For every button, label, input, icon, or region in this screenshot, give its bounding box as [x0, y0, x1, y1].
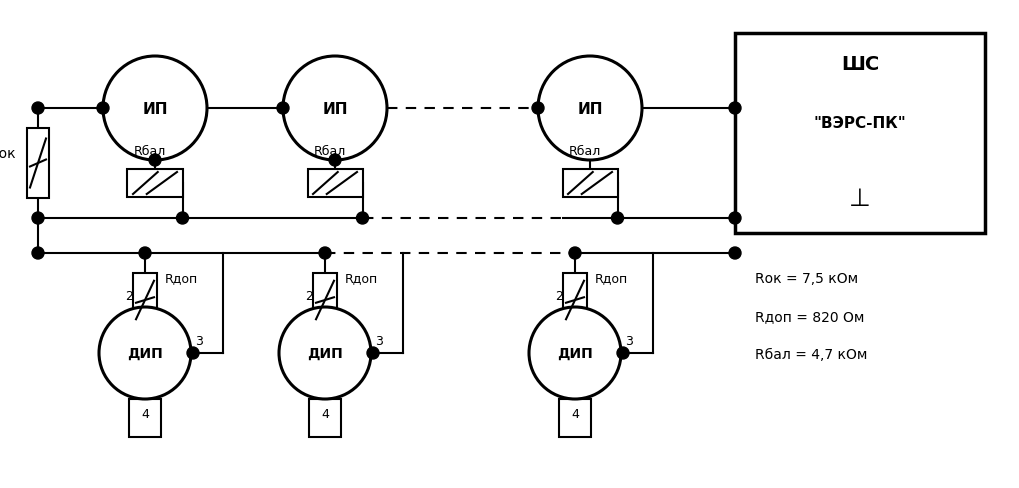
Bar — [26, 129, 49, 199]
Bar — [307, 170, 362, 198]
Text: ИП: ИП — [322, 102, 347, 116]
Circle shape — [32, 103, 44, 115]
Text: Rбал: Rбал — [569, 145, 600, 158]
Text: ИП: ИП — [577, 102, 602, 116]
Text: 3: 3 — [375, 335, 382, 348]
Text: Rдоп: Rдоп — [344, 272, 378, 285]
Text: Rбал = 4,7 кОм: Rбал = 4,7 кОм — [754, 347, 866, 361]
Circle shape — [97, 103, 109, 115]
Circle shape — [149, 155, 161, 167]
Circle shape — [279, 307, 371, 399]
Text: ⊥: ⊥ — [848, 186, 870, 210]
Bar — [132, 273, 157, 328]
Bar — [735, 34, 984, 234]
Text: ИП: ИП — [142, 102, 167, 116]
Text: ДИП: ДИП — [556, 346, 592, 360]
Text: Rдоп: Rдоп — [594, 272, 628, 285]
Circle shape — [277, 103, 288, 115]
Bar — [558, 399, 590, 437]
Bar — [313, 273, 336, 328]
Circle shape — [329, 155, 340, 167]
Text: 2: 2 — [305, 289, 313, 303]
Circle shape — [357, 213, 368, 224]
Text: 4: 4 — [571, 407, 579, 420]
Text: Rбал: Rбал — [314, 145, 345, 158]
Circle shape — [32, 247, 44, 260]
Bar — [562, 273, 586, 328]
Circle shape — [532, 103, 543, 115]
Text: Rдоп: Rдоп — [165, 272, 198, 285]
Text: 3: 3 — [625, 335, 632, 348]
Bar — [127, 170, 182, 198]
Bar — [309, 399, 340, 437]
Circle shape — [729, 213, 740, 224]
Text: 2: 2 — [125, 289, 132, 303]
Text: 4: 4 — [321, 407, 328, 420]
Bar — [128, 399, 161, 437]
Circle shape — [529, 307, 621, 399]
Text: Rбал: Rбал — [133, 145, 166, 158]
Text: ШС: ШС — [840, 54, 878, 73]
Circle shape — [139, 247, 151, 260]
Text: ДИП: ДИП — [127, 346, 163, 360]
Circle shape — [103, 57, 207, 161]
Text: 3: 3 — [195, 335, 203, 348]
Text: ДИП: ДИП — [307, 346, 342, 360]
Circle shape — [176, 213, 189, 224]
Circle shape — [611, 213, 623, 224]
Circle shape — [186, 347, 199, 359]
Circle shape — [569, 247, 581, 260]
Circle shape — [729, 247, 740, 260]
Text: Rок = 7,5 кОм: Rок = 7,5 кОм — [754, 271, 857, 285]
Bar — [561, 170, 616, 198]
Text: 2: 2 — [554, 289, 562, 303]
Text: Rок: Rок — [0, 147, 16, 161]
Circle shape — [282, 57, 386, 161]
Circle shape — [32, 213, 44, 224]
Text: "ВЭРС-ПК": "ВЭРС-ПК" — [813, 116, 906, 131]
Circle shape — [537, 57, 641, 161]
Circle shape — [99, 307, 191, 399]
Circle shape — [729, 103, 740, 115]
Circle shape — [319, 247, 331, 260]
Circle shape — [616, 347, 629, 359]
Text: Rдоп = 820 Ом: Rдоп = 820 Ом — [754, 309, 863, 324]
Circle shape — [367, 347, 379, 359]
Text: 4: 4 — [141, 407, 149, 420]
